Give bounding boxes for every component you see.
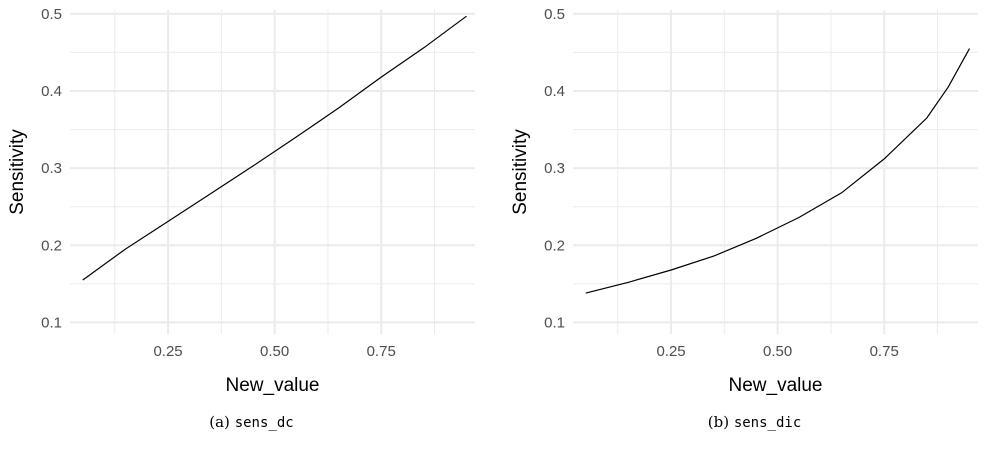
x-tick-label: 0.75 xyxy=(870,343,899,360)
y-tick-label: 0.3 xyxy=(544,160,565,177)
caption-b-prefix: (b) xyxy=(707,413,730,431)
y-tick-label: 0.5 xyxy=(544,6,565,23)
x-axis-title: New_value xyxy=(226,375,320,396)
caption-a-code: sens_dc xyxy=(234,415,294,431)
series-line xyxy=(585,48,971,294)
x-tick-label: 0.25 xyxy=(656,343,685,360)
caption-a: (a) sens_dc xyxy=(0,413,503,431)
y-tick-label: 0.5 xyxy=(41,6,62,23)
x-tick-label: 0.50 xyxy=(260,343,289,360)
y-tick-label: 0.4 xyxy=(41,83,62,100)
x-tick-label: 0.50 xyxy=(763,343,792,360)
caption-a-prefix: (a) xyxy=(209,413,230,431)
line-chart-b: 0.25 0.50 0.75 0.1 0.2 0.3 0.4 0.5 New_value Sens… xyxy=(510,6,978,396)
y-tick-label: 0.2 xyxy=(41,237,62,254)
x-axis-title: New_value xyxy=(729,375,823,396)
y-tick-label: 0.1 xyxy=(544,314,565,331)
y-tick-label: 0.1 xyxy=(41,314,62,331)
caption-b-code: sens_dic xyxy=(733,415,802,431)
x-tick-label: 0.25 xyxy=(153,343,182,360)
line-chart-a: 0.25 0.50 0.75 0.1 0.2 0.3 0.4 0.5 New_value Sens… xyxy=(7,6,475,396)
y-tick-label: 0.4 xyxy=(544,83,565,100)
chart-panel-b: 0.25 0.50 0.75 0.1 0.2 0.3 0.4 0.5 New_value Sens… xyxy=(503,0,1006,451)
x-tick-label: 0.75 xyxy=(367,343,396,360)
y-axis-title: Sensitivity xyxy=(7,129,28,215)
y-tick-label: 0.3 xyxy=(41,160,62,177)
y-axis-title: Sensitivity xyxy=(510,129,531,215)
y-tick-label: 0.2 xyxy=(544,237,565,254)
chart-panel-a: 0.25 0.50 0.75 0.1 0.2 0.3 0.4 0.5 New_value Sens… xyxy=(0,6,503,431)
series-line xyxy=(82,15,467,281)
caption-b: (b) sens_dic xyxy=(503,413,1006,431)
